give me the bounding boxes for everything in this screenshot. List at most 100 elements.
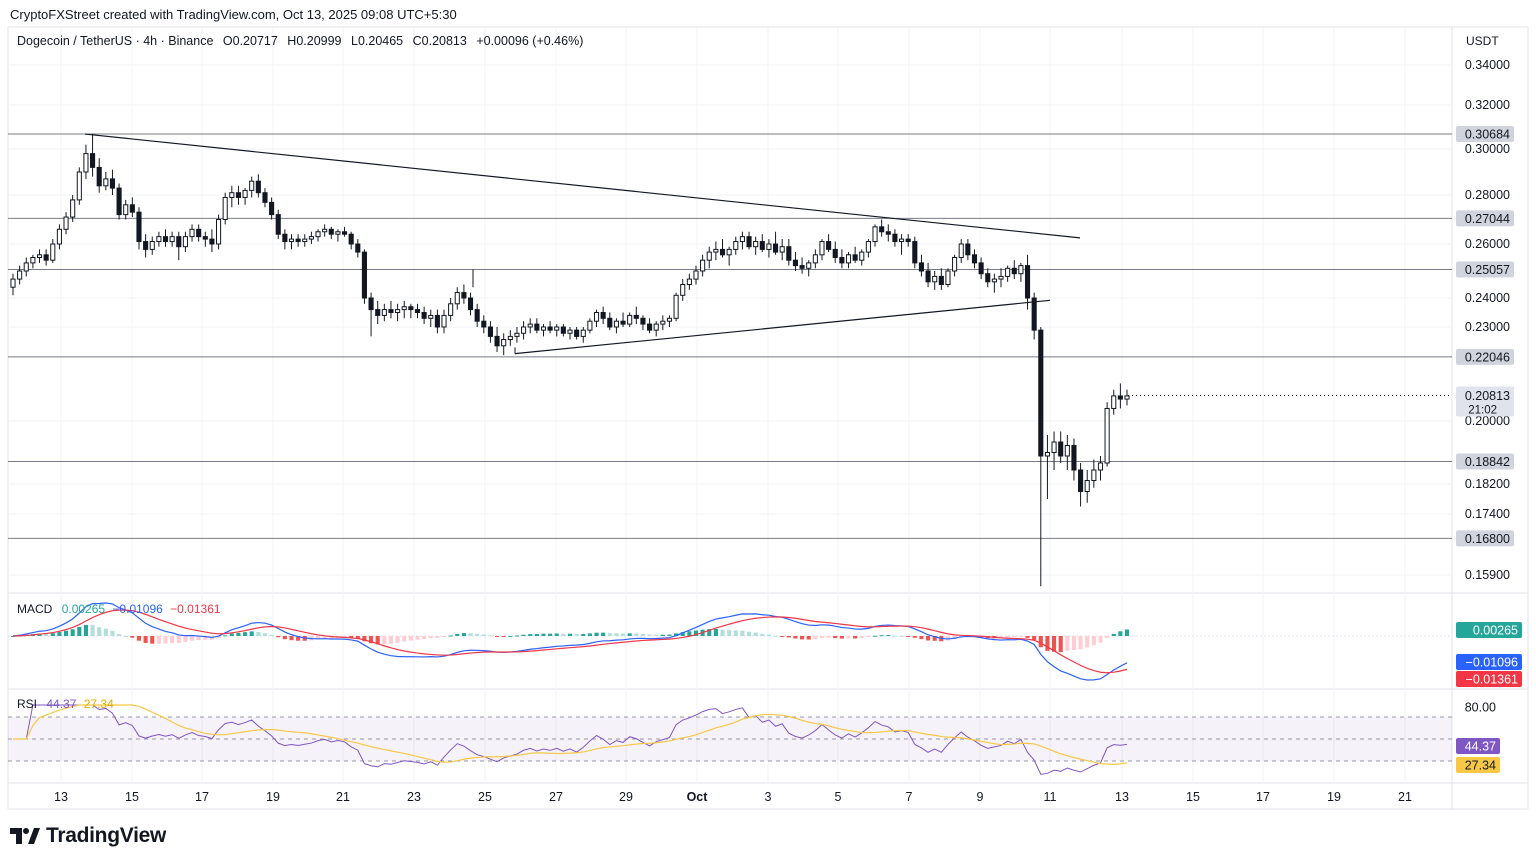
macd-histogram-bar (753, 632, 758, 636)
candle (660, 315, 666, 331)
candle (395, 303, 401, 322)
price-tick-label: 0.34000 (1465, 58, 1510, 72)
macd-histogram-bar (680, 632, 685, 636)
time-tick-label: 9 (977, 790, 984, 804)
macd-histogram-bar (906, 636, 911, 637)
macd-histogram-bar (1018, 636, 1023, 637)
candle (348, 231, 354, 250)
price-tick-label: 0.26000 (1465, 237, 1510, 251)
candle (507, 330, 513, 346)
candle (560, 324, 566, 337)
macd-histogram-bar (1005, 636, 1010, 638)
macd-histogram-bar (117, 634, 122, 636)
candle (182, 231, 188, 253)
rsi-line (13, 704, 1128, 775)
macd-histogram-bar (236, 632, 241, 636)
candle (401, 300, 407, 319)
candle (540, 324, 547, 337)
candle (633, 306, 639, 325)
macd-histogram-bar (813, 636, 818, 640)
macd-histogram-bar (63, 630, 69, 636)
macd-histogram-bar (926, 636, 931, 641)
macd-signal-value: −0.01361 (170, 602, 221, 616)
macd-histogram-bar (481, 634, 486, 636)
candle (779, 239, 785, 261)
svg-text:0.16800: 0.16800 (1465, 532, 1510, 546)
macd-histogram-bar (601, 632, 606, 636)
macd-histogram-bar (806, 636, 811, 640)
macd-histogram-bar (919, 636, 924, 640)
macd-histogram-bar (640, 633, 645, 636)
macd-histogram-bar (620, 633, 626, 636)
price-axis[interactable]: 0.34000 0.32000 0.30000 0.28000 0.26000 0.240… (1128, 58, 1514, 582)
trendlines[interactable] (84, 133, 1081, 355)
macd-line (12, 602, 1128, 681)
macd-histogram-bar (1111, 633, 1116, 636)
macd-histogram-bar (833, 636, 838, 639)
candle (1005, 265, 1011, 282)
candle (918, 254, 924, 277)
candle (375, 300, 381, 325)
candle (587, 318, 593, 334)
price-tick-label: 0.28000 (1465, 188, 1510, 202)
macd-histogram-bar (501, 636, 506, 637)
candle (627, 312, 633, 327)
legend-symbol: Dogecoin / TetherUS · 4h · Binance (17, 34, 213, 48)
macd-histogram-bar (912, 636, 917, 638)
candle (965, 239, 971, 261)
macd-histogram-bar (587, 633, 592, 636)
macd-histogram-bar (548, 633, 553, 636)
macd-histogram-bar (143, 636, 148, 643)
legend-open: O0.20717 (223, 34, 278, 48)
time-tick-label: 13 (1115, 790, 1129, 804)
macd-histogram-bar (415, 636, 420, 640)
macd-histogram-bar (83, 624, 88, 636)
horizontal-levels[interactable] (8, 133, 1452, 539)
candle (322, 224, 328, 237)
macd-histogram-bar (634, 633, 639, 636)
macd-histogram-bar (37, 633, 42, 636)
candle (262, 188, 268, 208)
candle (998, 268, 1004, 288)
macd-histogram-bar (1012, 636, 1017, 638)
macd-histogram-bar (395, 636, 400, 643)
candle (70, 195, 76, 222)
macd-histogram-bar (461, 633, 466, 636)
currency-label[interactable]: USDT (1466, 34, 1499, 48)
macd-legend: MACD 0.00265 −0.01096 −0.01361 (17, 602, 221, 616)
time-tick-label: 3 (765, 790, 772, 804)
candle (275, 209, 281, 240)
candle (806, 260, 812, 277)
macd-histogram-bar (355, 636, 360, 639)
macd-histogram-bar (10, 636, 16, 637)
time-tick-label: 7 (906, 790, 913, 804)
macd-axis-label: 0.00265 (1456, 622, 1522, 638)
candle (567, 327, 573, 340)
macd-histogram-bar (886, 635, 891, 637)
macd-histogram-bar (203, 636, 208, 640)
macd-histogram-bar (1071, 636, 1077, 650)
macd-histogram-bar (866, 636, 871, 638)
macd-histogram-bar (952, 636, 957, 640)
candle (759, 234, 765, 253)
candle (143, 234, 149, 258)
macd-histogram-bar (216, 636, 221, 638)
macd-histogram-bar (554, 633, 559, 636)
candle (938, 268, 944, 290)
candle (50, 239, 56, 263)
candle (136, 207, 142, 250)
candle (746, 231, 752, 250)
candle (521, 321, 527, 340)
tradingview-logo[interactable]: TradingView (10, 824, 166, 848)
macd-histogram-bar (189, 636, 195, 641)
rsi-value: 44.37 (46, 697, 76, 711)
time-axis[interactable]: 13 15 17 19 21 23 25 27 29 Oct 3 5 7 9 11 13 15 17 19 21 (54, 790, 1412, 804)
time-tick-label: 21 (336, 790, 350, 804)
macd-pane: 0.00265 −0.01096 −0.01361 (8, 602, 1522, 687)
macd-histogram-bar (786, 636, 791, 638)
candle (129, 197, 135, 218)
candle (355, 239, 361, 258)
candle (786, 239, 792, 266)
svg-text:80.00: 80.00 (1465, 701, 1496, 715)
